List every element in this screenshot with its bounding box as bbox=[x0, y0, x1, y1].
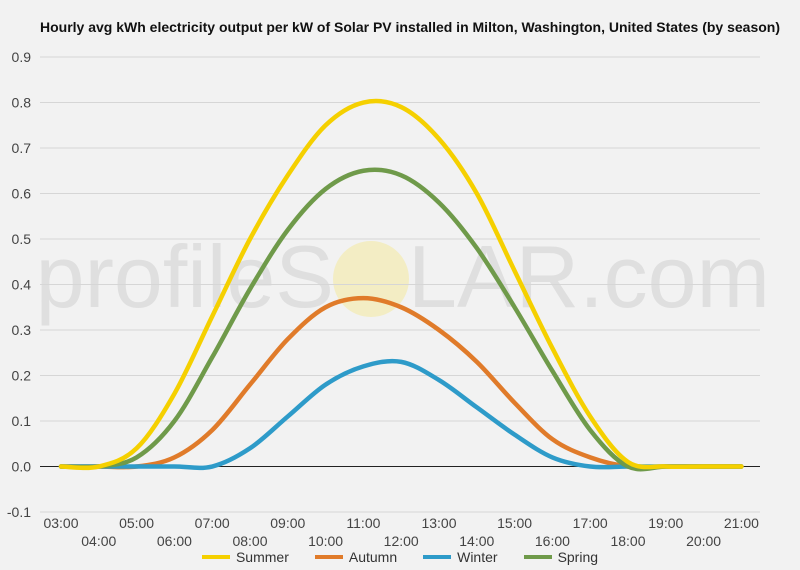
legend-swatch bbox=[314, 555, 343, 559]
y-tick-label: 0.2 bbox=[12, 368, 32, 384]
y-tick-label: 0.3 bbox=[12, 322, 32, 338]
x-tick-label: 04:00 bbox=[81, 533, 116, 549]
y-tick-label: 0.4 bbox=[12, 277, 32, 293]
x-tick-label: 21:00 bbox=[724, 515, 759, 531]
y-tick-label: 0.0 bbox=[12, 459, 32, 475]
x-tick-label: 11:00 bbox=[346, 515, 380, 531]
x-tick-label: 14:00 bbox=[459, 533, 494, 549]
x-tick-label: 03:00 bbox=[43, 515, 78, 531]
chart-title: Hourly avg kWh electricity output per kW… bbox=[40, 19, 781, 35]
y-tick-label: 0.6 bbox=[12, 186, 32, 202]
series-lines bbox=[58, 98, 744, 472]
x-tick-label: 13:00 bbox=[421, 515, 456, 531]
x-tick-label: 08:00 bbox=[232, 533, 267, 549]
watermark-text-right: LAR.com bbox=[408, 227, 770, 326]
x-tick-label: 17:00 bbox=[573, 515, 608, 531]
legend-label: Summer bbox=[235, 549, 289, 565]
y-tick-label: 0.8 bbox=[12, 95, 32, 111]
y-tick-label: 0.1 bbox=[12, 413, 32, 429]
x-axis: 03:0004:0005:0006:0007:0008:0009:0010:00… bbox=[43, 515, 759, 549]
x-tick-label: 18:00 bbox=[610, 533, 645, 549]
gridlines bbox=[40, 56, 760, 513]
y-tick-label: 0.5 bbox=[12, 231, 32, 247]
y-tick-label: 0.7 bbox=[12, 140, 32, 156]
legend-swatch bbox=[423, 555, 452, 559]
x-tick-label: 15:00 bbox=[497, 515, 532, 531]
x-tick-label: 06:00 bbox=[157, 533, 192, 549]
x-tick-label: 10:00 bbox=[308, 533, 343, 549]
series-line-spring bbox=[58, 167, 744, 472]
legend-label: Spring bbox=[557, 549, 599, 565]
legend-swatch bbox=[523, 555, 552, 559]
x-tick-label: 07:00 bbox=[195, 515, 230, 531]
y-tick-label: -0.1 bbox=[7, 504, 31, 520]
x-tick-label: 05:00 bbox=[119, 515, 154, 531]
series-line-summer bbox=[58, 98, 744, 471]
x-tick-label: 16:00 bbox=[535, 533, 570, 549]
y-tick-label: 0.9 bbox=[12, 49, 32, 65]
legend-item-spring: Spring bbox=[523, 549, 599, 565]
legend-swatch bbox=[201, 555, 230, 559]
legend-item-autumn: Autumn bbox=[314, 549, 398, 565]
legend-item-summer: Summer bbox=[201, 549, 289, 565]
legend: Summer Autumn Winter Spring bbox=[0, 549, 800, 565]
legend-label: Autumn bbox=[348, 549, 398, 565]
legend-item-winter: Winter bbox=[423, 549, 498, 565]
x-tick-label: 20:00 bbox=[686, 533, 721, 549]
legend-label: Winter bbox=[457, 549, 498, 565]
watermark-text-left: profileS bbox=[36, 227, 334, 326]
x-tick-label: 09:00 bbox=[270, 515, 305, 531]
watermark: profileS LAR.com bbox=[36, 227, 770, 326]
y-axis: -0.1 0.0 0.1 0.2 0.3 0.4 0.5 0.6 0.7 0.8 0.9 bbox=[7, 49, 31, 520]
x-tick-label: 12:00 bbox=[384, 533, 419, 549]
x-tick-label: 19:00 bbox=[648, 515, 683, 531]
